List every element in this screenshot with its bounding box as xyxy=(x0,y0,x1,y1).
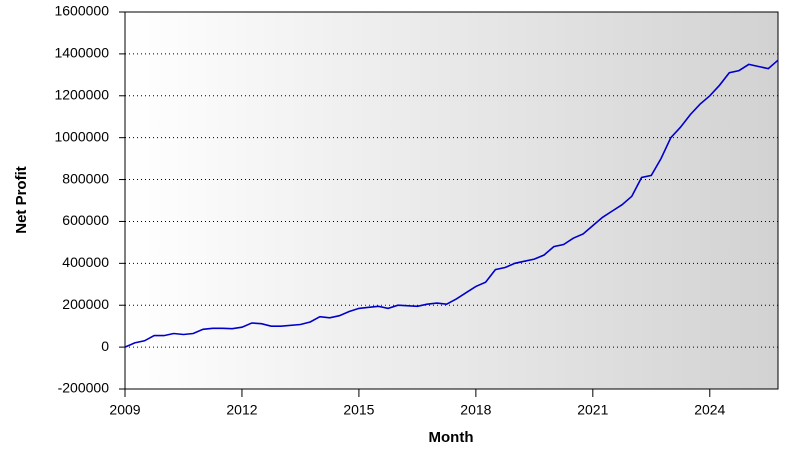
x-tick-label: 2024 xyxy=(694,402,725,418)
y-tick-label: 1600000 xyxy=(54,3,109,19)
y-tick-label: -200000 xyxy=(58,380,110,396)
y-tick-label: 200000 xyxy=(62,296,109,312)
data-line xyxy=(124,59,779,348)
y-tick-label: 1000000 xyxy=(54,128,109,144)
y-tick-label: 1400000 xyxy=(54,45,109,61)
y-axis-title: Net Profit xyxy=(13,166,30,234)
x-tick-label: 2015 xyxy=(343,402,374,418)
y-tick-label: 400000 xyxy=(62,254,109,270)
x-tick-label: 2018 xyxy=(460,402,491,418)
x-axis-title: Month xyxy=(429,429,474,446)
y-tick-label: 0 xyxy=(101,338,109,354)
x-tick-label: 2021 xyxy=(577,402,608,418)
y-tick-label: 800000 xyxy=(62,170,109,186)
plot-area xyxy=(124,11,779,390)
x-tick-label: 2012 xyxy=(226,402,257,418)
y-tick-label: 1200000 xyxy=(54,86,109,102)
x-tick-label: 2009 xyxy=(109,402,140,418)
y-tick-label: 600000 xyxy=(62,212,109,228)
